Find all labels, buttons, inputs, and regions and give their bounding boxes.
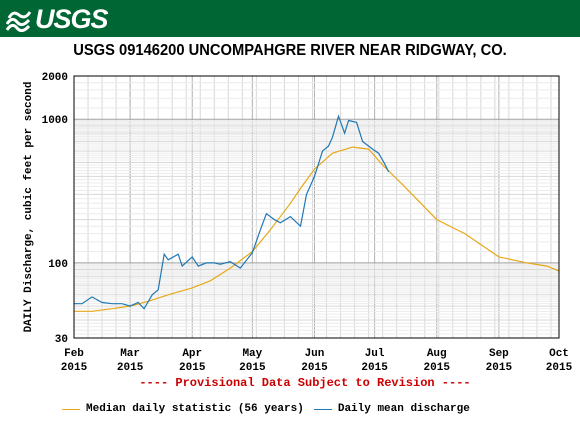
usgs-banner: USGS [0,0,580,37]
x-tick-year-label: 2015 [179,362,206,374]
y-tick-label: 2000 [42,72,68,84]
usgs-logo[interactable]: USGS [6,3,109,34]
x-tick-year-label: 2015 [546,362,573,374]
x-tick-label: Mar [120,348,140,360]
legend-label-discharge: Daily mean discharge [337,403,470,415]
y-axis-label: DAILY Discharge, cubic feet per second [23,82,35,333]
provisional-notice: ---- Provisional Data Subject to Revisio… [139,376,471,390]
usgs-wave-icon [6,11,32,32]
y-tick-label: 30 [55,334,68,346]
legend-swatch-discharge [313,408,332,410]
x-tick-label: May [242,348,262,360]
chart-title: USGS 09146200 UNCOMPAHGRE RIVER NEAR RID… [73,42,507,59]
legend-label-median: Median daily statistic (56 years) [86,403,304,415]
x-tick-year-label: 2015 [361,362,388,374]
legend-item-discharge: Daily mean discharge [313,403,470,415]
x-tick-year-label: 2015 [117,362,144,374]
x-tick-label: Sep [489,348,509,360]
legend-item-median: Median daily statistic (56 years) [62,403,304,415]
y-tick-label: 100 [48,259,68,271]
x-tick-label: Apr [182,348,202,360]
x-tick-label: Jul [365,348,385,360]
plot-frame [73,75,560,339]
series-line-discharge [74,114,390,310]
x-tick-label: Aug [427,348,447,360]
x-tick-year-label: 2015 [301,362,328,374]
legend-swatch-median [62,408,80,410]
logo-text: USGS [35,3,109,34]
legend: Median daily statistic (56 years) Daily … [62,403,480,415]
x-tick-year-label: 2015 [61,362,88,374]
y-tick-label: 1000 [42,115,68,127]
x-tick-year-label: 2015 [239,362,266,374]
x-tick-year-label: 2015 [486,362,513,374]
x-tick-label: Feb [64,348,84,360]
x-tick-year-label: 2015 [424,362,451,374]
x-tick-label: Oct [549,348,569,360]
x-tick-label: Jun [305,348,325,360]
